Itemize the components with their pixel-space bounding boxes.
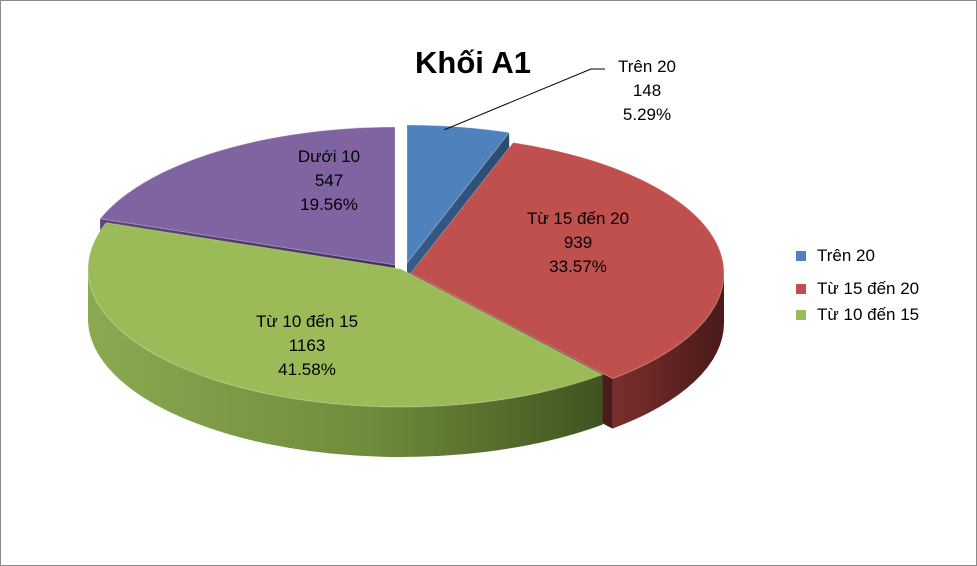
data-label-category: Từ 15 đến 20	[526, 209, 630, 228]
data-label-category: Trên 20	[618, 57, 676, 76]
data-label-percent: 41.58%	[278, 360, 336, 379]
legend-item-tu-10-den-15: Từ 10 đến 15	[796, 304, 927, 326]
data-label-tren-20: Trên 20 148 5.29%	[603, 55, 691, 127]
data-label-value: 547	[314, 171, 344, 190]
data-label-percent: 19.56%	[300, 195, 358, 214]
data-label-tu-10-den-15: Từ 10 đến 15 1163 41.58%	[227, 310, 387, 382]
pie-side-tu-10-den-15	[88, 269, 603, 457]
legend-item-tren-20: Trên 20	[796, 245, 926, 267]
legend: Trên 20 Từ 15 đến 20 Từ 10 đến 15	[796, 245, 926, 326]
pie-slice-tu-10-den-15	[87, 222, 604, 408]
legend-swatch-blue	[796, 251, 806, 261]
data-label-value: 1163	[288, 336, 326, 355]
pie-slice-duoi-10	[99, 126, 396, 266]
data-label-tu-15-den-20: Từ 15 đến 20 939 33.57%	[498, 207, 658, 279]
data-label-percent: 5.29%	[622, 105, 672, 124]
data-label-category: Từ 10 đến 15	[255, 312, 359, 331]
legend-label: Trên 20	[817, 246, 875, 265]
legend-label: Từ 15 đến 20	[817, 279, 920, 298]
legend-swatch-red	[796, 284, 806, 294]
data-label-duoi-10: Dưới 10 547 19.56%	[269, 145, 389, 217]
leader-line-tren-20	[444, 68, 605, 131]
pie-side-tu-15-den-20	[612, 273, 724, 429]
pie-slice-tu-15-den-20	[410, 142, 725, 380]
chart-title: Khối A1	[415, 45, 531, 80]
legend-swatch-green	[796, 310, 806, 320]
data-label-percent: 33.57%	[549, 257, 607, 276]
data-label-value: 148	[632, 81, 662, 100]
data-label-category: Dưới 10	[297, 147, 361, 166]
legend-label: Từ 10 đến 15	[817, 305, 920, 324]
pie-slice-tren-20	[406, 124, 511, 265]
legend-item-tu-15-den-20: Từ 15 đến 20	[796, 278, 927, 300]
data-label-value: 939	[563, 233, 593, 252]
